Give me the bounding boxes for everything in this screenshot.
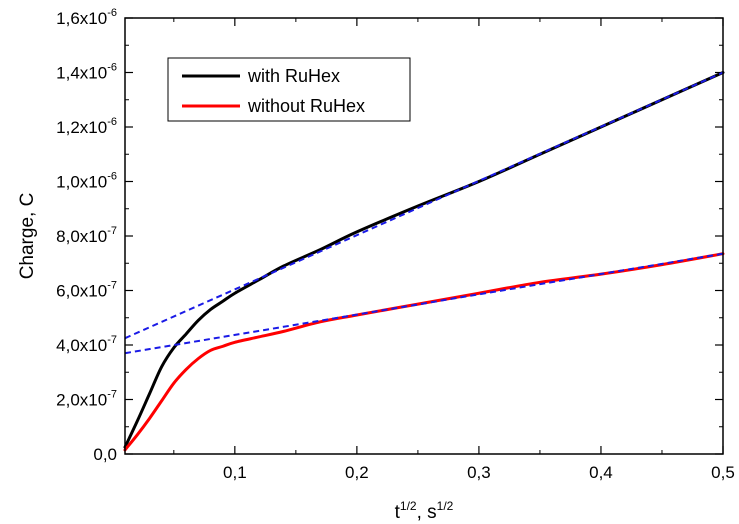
x-tick-label: 0,4	[589, 463, 613, 482]
legend-label-without-ruhex: without RuHex	[247, 96, 365, 116]
y-tick-label: 1,0x10-6	[56, 171, 117, 192]
plot-series	[123, 71, 725, 452]
y-tick-label: 8,0x10-7	[56, 225, 117, 246]
fit-line-without-ruhex	[124, 252, 724, 355]
legend-label-with-ruhex: with RuHex	[247, 66, 340, 86]
fit-line-with-ruhex	[124, 71, 724, 340]
y-tick-label: 1,4x10-6	[56, 62, 117, 83]
series-line-with-ruhex	[123, 71, 725, 449]
series-line-without-ruhex	[123, 252, 725, 452]
y-tick-labels: 0,0 2,0x10-7 4,0x10-7 6,0x10-7 8,0x10-7 1,0x1…	[56, 7, 117, 464]
x-tick-labels: 0,1 0,2 0,3 0,4 0,5	[223, 463, 735, 482]
x-tick-label: 0,1	[223, 463, 247, 482]
x-axis-unit: s	[427, 502, 437, 523]
legend: with RuHex without RuHex	[167, 57, 411, 122]
legend-box	[167, 57, 411, 122]
x-tick-label: 0,3	[467, 463, 491, 482]
y-axis-title: Charge, C	[17, 193, 38, 280]
y-tick-label: 1,2x10-6	[56, 116, 117, 137]
x-tick-label: 0,5	[711, 463, 735, 482]
y-tick-label: 6,0x10-7	[56, 280, 117, 301]
plot-frame	[124, 17, 724, 455]
y-tick-label: 4,0x10-7	[56, 334, 117, 355]
x-axis-base: t	[395, 502, 401, 523]
y-tick-label: 0,0	[93, 445, 117, 464]
y-tick-label: 1,6x10-6	[56, 7, 117, 28]
y-tick-label: 2,0x10-7	[56, 389, 117, 410]
x-tick-label: 0,2	[345, 463, 369, 482]
x-axis-title: t1/2, s1/2	[395, 499, 454, 523]
x-axis-unit-sup: 1/2	[437, 499, 454, 513]
x-axis-base-sup: 1/2	[400, 499, 417, 513]
x-axis-sep: ,	[417, 502, 428, 523]
